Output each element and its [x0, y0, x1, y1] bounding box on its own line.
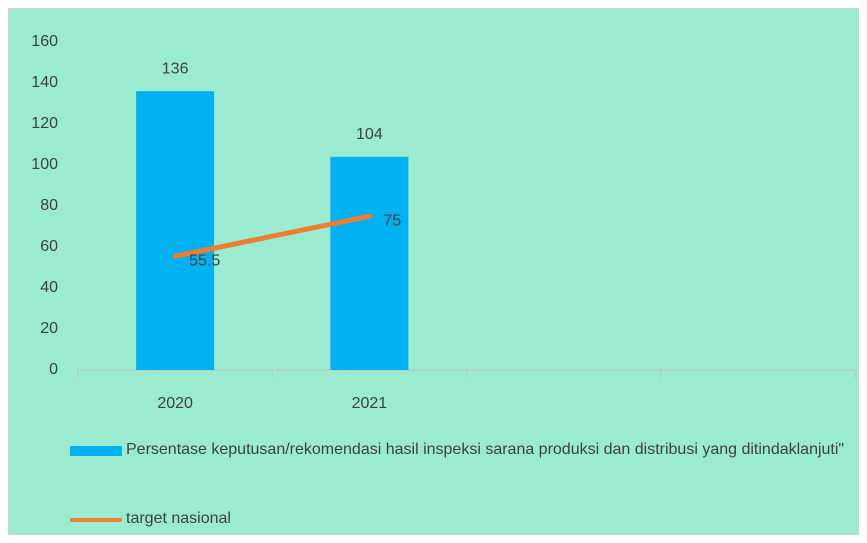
legend-swatch — [70, 446, 122, 456]
legend-label: target nasional — [126, 510, 231, 527]
y-tick-label: 80 — [40, 197, 58, 214]
data-label: 104 — [356, 126, 383, 143]
line — [172, 213, 372, 259]
y-tick-label: 20 — [40, 320, 58, 337]
y-tick-label: 60 — [40, 238, 58, 255]
bar — [136, 91, 215, 370]
legend-label: Persentase keputusan/rekomendasi hasil i… — [126, 441, 845, 458]
x-tick-label: 2020 — [157, 395, 193, 412]
y-tick-label: 120 — [31, 115, 58, 132]
bar — [330, 156, 409, 370]
legend-entry: target nasional — [70, 506, 231, 532]
x-tick-label: 2021 — [352, 395, 388, 412]
data-label: 136 — [162, 60, 189, 77]
data-label: 75 — [383, 212, 401, 229]
y-tick-label: 160 — [31, 33, 58, 50]
y-tick-label: 40 — [40, 279, 58, 296]
y-tick-label: 100 — [31, 156, 58, 173]
y-tick-label: 0 — [49, 361, 58, 378]
legend-swatch — [70, 518, 122, 522]
y-tick-label: 140 — [31, 74, 58, 91]
data-label: 55.5 — [189, 252, 220, 269]
legend-entry: Persentase keputusan/rekomendasi hasil i… — [70, 437, 850, 463]
